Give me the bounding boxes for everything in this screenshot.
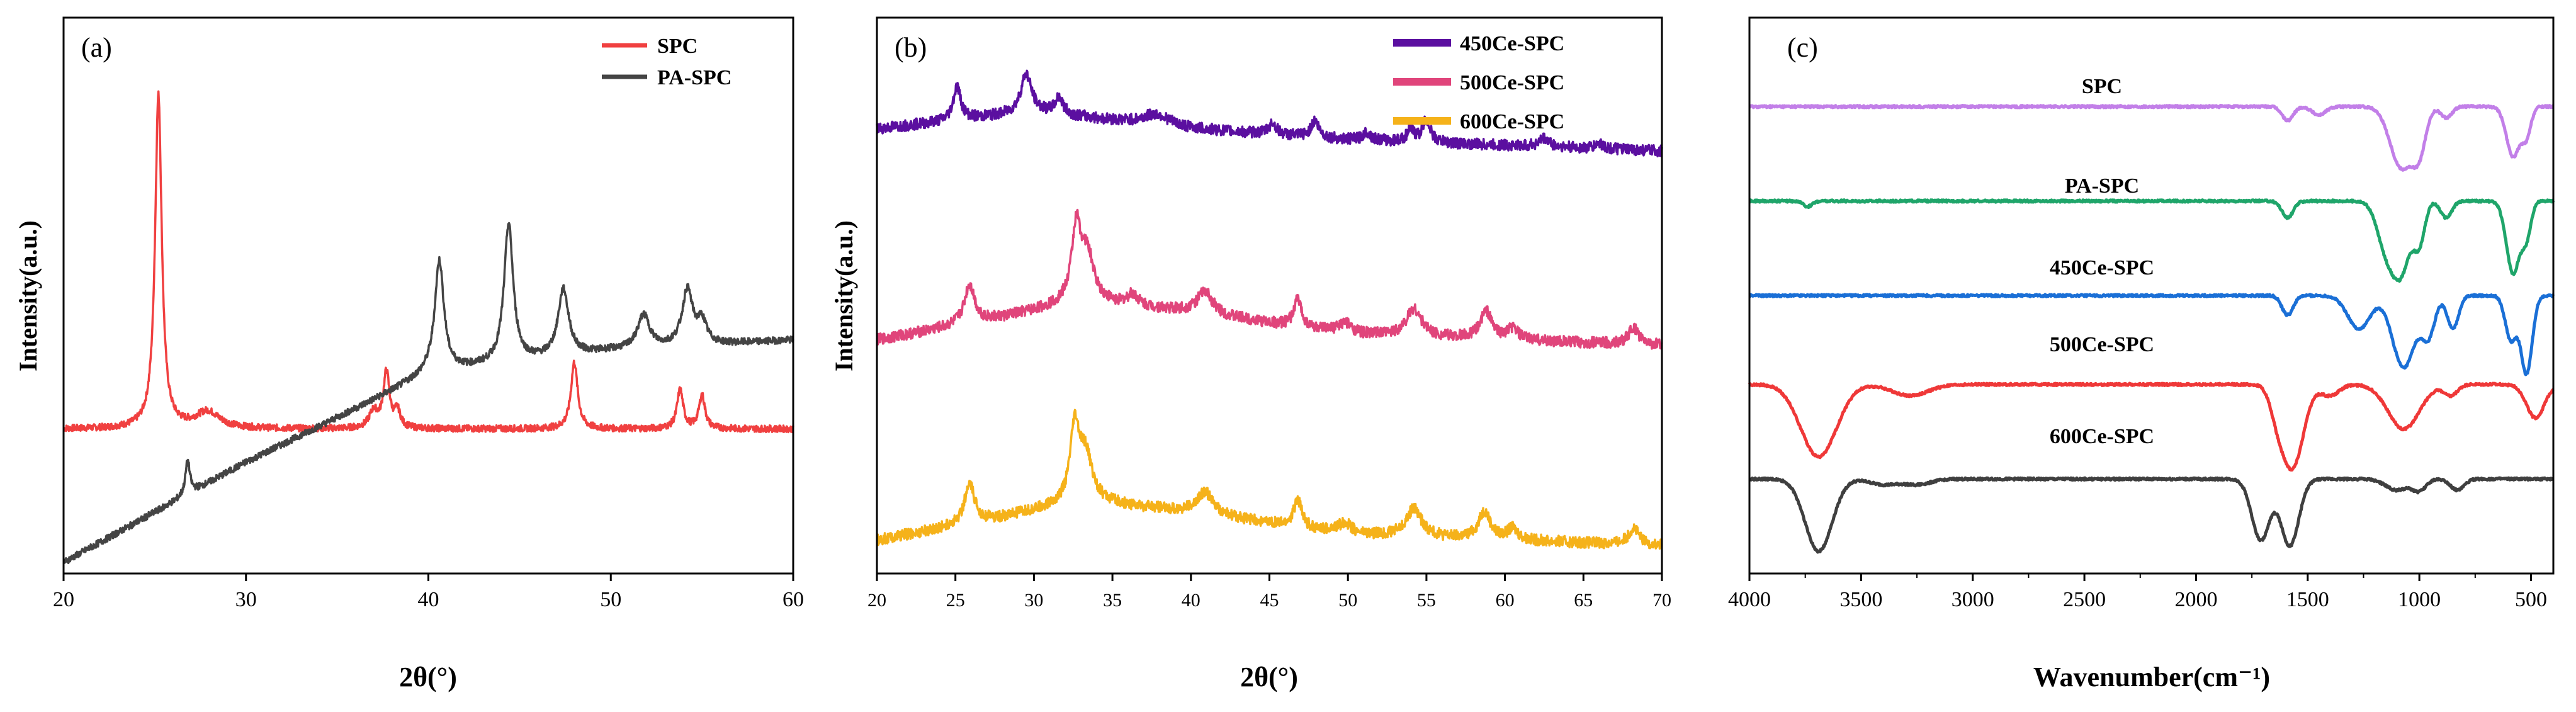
series-line-spc — [62, 90, 794, 434]
panel-a-legend: SPC PA-SPC — [602, 35, 732, 89]
panel-b-legend: 450Ce-SPC 500Ce-SPC 600Ce-SPC — [1393, 32, 1564, 133]
curve-label-450ce-spc: 450Ce-SPC — [2050, 256, 2154, 280]
x-tick-label: 4000 — [1728, 588, 1771, 611]
panel-b-ylabel: Intensity(a.u.) — [830, 220, 858, 371]
panel-b-frame — [876, 16, 1663, 575]
x-tick-label: 45 — [1260, 590, 1279, 611]
panel-c-label: (c) — [1787, 32, 1818, 63]
panel-c: 4000 3500 3000 2500 2000 1500 1000 500 (c) SPC … — [1728, 16, 2555, 611]
legend-label-500ce-spc: 500Ce-SPC — [1460, 71, 1564, 94]
curve-label-600ce-spc: 600Ce-SPC — [2050, 425, 2154, 448]
x-tick-label: 55 — [1417, 590, 1436, 611]
curve-label-500ce-spc: 500Ce-SPC — [2050, 333, 2154, 356]
panel-a-ylabel: Intensity(a.u.) — [14, 220, 42, 371]
x-tick-label: 35 — [1103, 590, 1122, 611]
series-line-500ce-spc — [1748, 381, 2555, 472]
curve-label-spc: SPC — [2082, 75, 2122, 98]
panel-c-xticks: 4000 3500 3000 2500 2000 1500 1000 500 — [1728, 574, 2547, 611]
panel-c-frame — [1748, 16, 2555, 575]
legend-label-450ce-spc: 450Ce-SPC — [1460, 32, 1564, 55]
panel-a: 20 30 40 50 60 (a) SPC PA-SPC — [53, 16, 804, 611]
x-tick-label: 30 — [235, 588, 257, 611]
legend-label-pa-spc: PA-SPC — [657, 66, 732, 89]
x-tick-label: 40 — [1182, 590, 1200, 611]
x-tick-label: 500 — [2515, 588, 2547, 611]
x-tick-label: 65 — [1574, 590, 1593, 611]
legend-label-spc: SPC — [657, 35, 698, 58]
series-line-450ce-spc — [1748, 293, 2555, 376]
x-tick-label: 3500 — [1839, 588, 1882, 611]
panel-b-xticks: 20 25 30 35 40 45 50 55 60 65 70 — [867, 574, 1671, 611]
x-tick-label: 1000 — [2398, 588, 2441, 611]
series-line-spc — [1748, 104, 2555, 172]
x-tick-label: 60 — [1496, 590, 1515, 611]
x-tick-label: 2500 — [2063, 588, 2106, 611]
x-tick-label: 20 — [867, 590, 886, 611]
x-tick-label: 60 — [782, 588, 804, 611]
x-tick-label: 2000 — [2174, 588, 2217, 611]
panel-b-label: (b) — [895, 32, 927, 63]
panel-c-plot — [1748, 104, 2555, 554]
panel-b: 20 25 30 35 40 45 50 55 60 65 70 (b) 450Ce-SPC 500… — [867, 16, 1671, 611]
series-line-pa-spc — [62, 222, 794, 565]
x-tick-label: 3000 — [1952, 588, 1994, 611]
legend-label-600ce-spc: 600Ce-SPC — [1460, 110, 1564, 133]
x-tick-label: 30 — [1024, 590, 1043, 611]
x-tick-label: 1500 — [2286, 588, 2329, 611]
panel-a-xticks: 20 30 40 50 60 — [53, 574, 804, 611]
series-line-600ce-spc — [1748, 476, 2555, 554]
curve-label-pa-spc: PA-SPC — [2065, 174, 2139, 198]
x-tick-label: 25 — [946, 590, 965, 611]
series-line-pa-spc — [1748, 198, 2555, 283]
series-line-500ce-spc — [876, 208, 1663, 350]
x-tick-label: 50 — [1338, 590, 1357, 611]
panel-c-xlabel: Wavenumber(cm⁻¹) — [2033, 662, 2270, 692]
panel-a-plot — [62, 90, 794, 565]
panel-a-xlabel: 2θ(°) — [399, 662, 457, 692]
panel-b-xlabel: 2θ(°) — [1240, 662, 1298, 692]
panel-a-label: (a) — [81, 32, 112, 63]
x-tick-label: 70 — [1652, 590, 1671, 611]
x-tick-label: 20 — [53, 588, 74, 611]
x-tick-label: 40 — [418, 588, 439, 611]
panel-b-plot — [876, 69, 1663, 550]
series-line-450ce-spc — [876, 69, 1663, 158]
x-tick-label: 50 — [600, 588, 621, 611]
series-line-600ce-spc — [876, 409, 1663, 550]
